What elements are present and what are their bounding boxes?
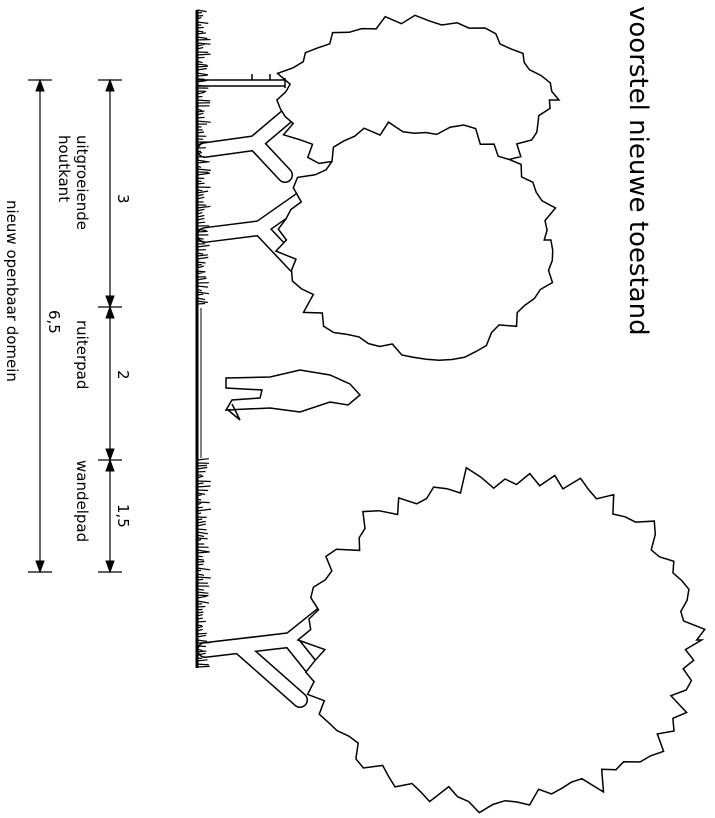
tree-crown [296,466,706,814]
zone-label: wandelpad [73,460,91,542]
person [224,369,362,421]
trunk-fill [198,193,307,272]
grass [196,9,211,305]
title: voorstel nieuwe toestand [623,6,653,336]
arrow [35,78,45,92]
dimension-label: 2 [114,370,132,380]
dimension-label: 3 [114,194,132,204]
arrow [105,560,115,574]
arrow [105,78,115,92]
total-length: 6,5 [45,310,63,334]
zone-label: houtkant [55,135,73,202]
total-label: nieuw openbaar domein [3,200,21,382]
zone-label: uitgroeiende [73,135,91,230]
tree-crown [274,121,557,362]
zone-label: ruiterpad [73,320,91,389]
arrow [105,295,115,309]
fence [197,74,286,88]
trunk-fill [198,98,307,182]
dimension-label: 1,5 [114,504,132,528]
arrow [105,458,115,472]
drawing [28,9,706,814]
arrow [105,448,115,462]
arrow [105,305,115,319]
grass [196,458,212,668]
arrow [35,560,45,574]
